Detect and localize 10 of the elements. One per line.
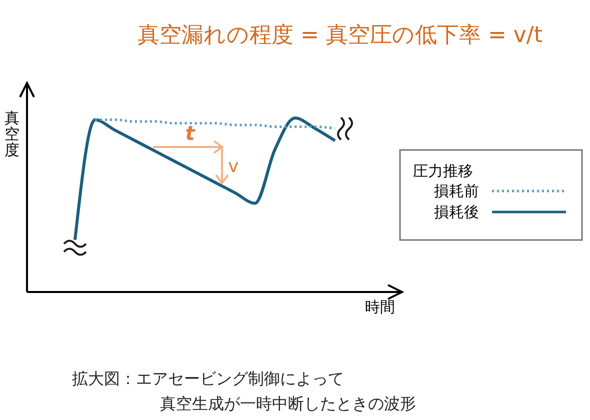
text: 真空生成が一時中断したときの波形	[160, 394, 416, 413]
text: 拡大図：エアセービング制御によって	[72, 369, 344, 388]
legend-label: 損耗前	[434, 182, 479, 200]
legend-label: 損耗後	[434, 203, 479, 221]
y-axis-title: 真空度	[4, 109, 20, 159]
annotation: v	[228, 156, 239, 177]
chart-title: 真空漏れの程度 = 真空圧の低下率 = v/t	[138, 23, 543, 48]
legend-title: 圧力推移	[413, 162, 473, 180]
annotation: t	[185, 121, 196, 145]
x-axis-title: 時間	[365, 298, 395, 316]
